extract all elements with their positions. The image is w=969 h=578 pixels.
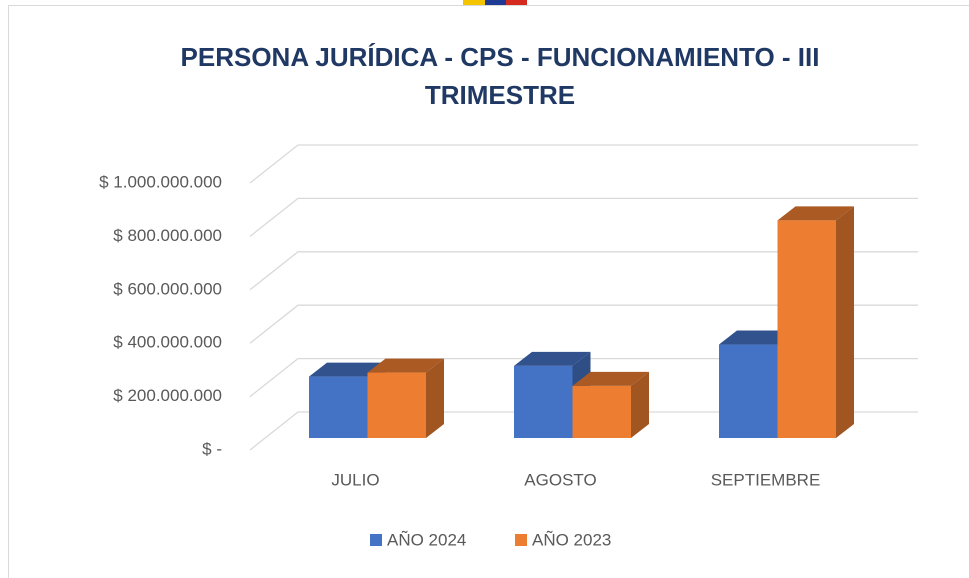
- bar-face: [514, 351, 591, 366]
- y-tick-label: $ -: [202, 439, 222, 458]
- legend-label: AÑO 2023: [532, 530, 611, 549]
- y-tick-label: $ 200.000.000: [113, 386, 222, 405]
- x-tick-label: SEPTIEMBRE: [711, 470, 821, 489]
- bar-face: [367, 372, 426, 438]
- bar-face: [514, 365, 573, 438]
- bar-face: [777, 206, 854, 221]
- x-tick-label: AGOSTO: [524, 470, 596, 489]
- bar-face: [836, 206, 854, 438]
- bar-face: [367, 358, 444, 373]
- bar: [777, 206, 854, 438]
- y-tick-label: $ 1.000.000.000: [99, 172, 222, 191]
- bar-face: [719, 344, 778, 438]
- legend-swatch: [515, 534, 527, 546]
- chart-border: [8, 5, 969, 578]
- grid-line: [249, 357, 918, 398]
- grid-line: [249, 144, 918, 184]
- legend-label: AÑO 2024: [387, 530, 466, 549]
- flag: [463, 0, 485, 5]
- grid-line: [249, 304, 918, 344]
- bar-face: [777, 220, 836, 438]
- bar: [367, 358, 444, 438]
- bar-face: [309, 362, 386, 377]
- y-tick-label: $ 800.000.000: [113, 226, 222, 245]
- y-tick-label: $ 600.000.000: [113, 279, 222, 298]
- bar: [572, 371, 649, 438]
- x-tick-label: JULIO: [331, 470, 379, 489]
- chart-title: PERSONA JURÍDICA - CPS - FUNCIONAMIENTO …: [180, 42, 820, 110]
- grid-line: [249, 197, 918, 237]
- grid-line: [249, 411, 918, 451]
- bar-face: [309, 376, 368, 438]
- bar-face: [719, 330, 796, 345]
- y-tick-label: $ 400.000.000: [113, 333, 222, 352]
- flag: [506, 0, 527, 5]
- legend-swatch: [370, 534, 382, 546]
- bar-face: [572, 385, 631, 438]
- flag: [485, 0, 506, 5]
- bar-face: [572, 371, 649, 386]
- bar-face: [631, 371, 649, 438]
- bar-face: [426, 358, 444, 438]
- grid-line: [249, 251, 918, 291]
